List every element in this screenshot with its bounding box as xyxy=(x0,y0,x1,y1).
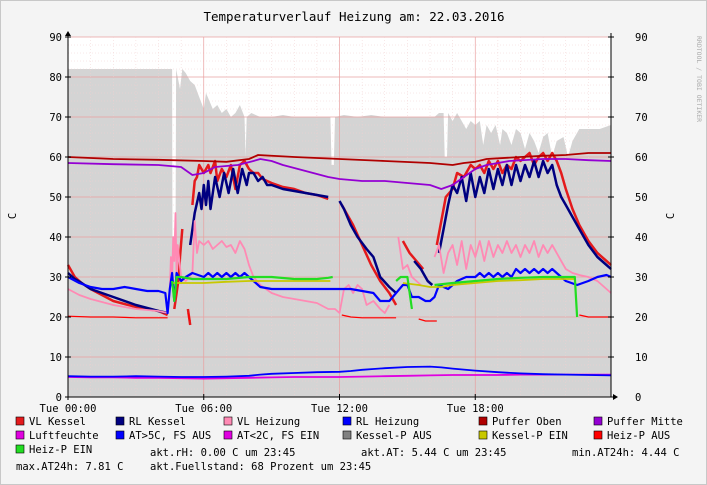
y-tick-label: 40 xyxy=(49,232,62,244)
y-axis-label-right: C xyxy=(665,213,677,219)
series-line-4 xyxy=(67,152,611,166)
legend-swatch xyxy=(223,430,233,440)
legend-label: AT>5C, FS AUS xyxy=(129,430,211,442)
stat-max-at: max.AT24h: 7.81 C xyxy=(16,461,123,473)
legend: VL Kessel RL Kessel VL Heizung RL Heizung Pu… xyxy=(15,416,683,456)
series-line-7 xyxy=(67,365,612,378)
axis-layer: 0 0 10 10 20 20 30 30 40 40 50 50 60 60 70 70 80 80 90 90 Tu… xyxy=(40,31,648,415)
stat-fuellstand: akt.Fuellstand: 68 Prozent um 23:45 xyxy=(150,461,371,473)
legend-label: RL Heizung xyxy=(356,416,419,428)
y-tick-label: 70 xyxy=(49,112,62,124)
legend-swatch xyxy=(593,430,603,440)
x-tick-label: Tue 12:00 xyxy=(311,403,368,415)
y-tick-label-right: 20 xyxy=(635,312,648,324)
legend-label: VL Heizung xyxy=(237,416,300,428)
series-line-2 xyxy=(67,212,612,314)
legend-label: Kessel-P AUS xyxy=(356,430,432,442)
y-axis-label: C xyxy=(7,213,19,219)
y-tick-label: 10 xyxy=(49,352,62,364)
y-tick-label-right: 90 xyxy=(635,32,648,44)
y-tick-label-right: 50 xyxy=(635,192,648,204)
legend-swatch xyxy=(342,430,352,440)
series-line-11 xyxy=(67,312,611,322)
legend-swatch xyxy=(115,430,125,440)
x-tick-label: Tue 00:00 xyxy=(40,403,97,415)
x-tick-label: Tue 06:00 xyxy=(175,403,232,415)
y-tick-label-right: 80 xyxy=(635,72,648,84)
legend-swatch xyxy=(478,416,488,426)
legend-label: Luftfeuchte xyxy=(29,430,99,442)
legend-label: VL Kessel xyxy=(29,416,86,428)
legend-swatch xyxy=(478,430,488,440)
legend-label: Heiz-P AUS xyxy=(607,430,670,442)
series-line-10 xyxy=(172,278,575,288)
legend-label: Puffer Mitte xyxy=(607,416,683,428)
y-tick-label: 90 xyxy=(49,32,62,44)
y-tick-label-right: 10 xyxy=(635,352,648,364)
series-line-6 xyxy=(67,373,611,380)
legend-label: Puffer Oben xyxy=(492,416,562,428)
y-tick-label: 80 xyxy=(49,72,62,84)
legend-swatch xyxy=(342,416,352,426)
legend-swatch xyxy=(593,416,603,426)
series-line-5 xyxy=(67,158,612,190)
y-tick-label-right: 30 xyxy=(635,272,648,284)
y-tick-label: 60 xyxy=(49,152,62,164)
legend-swatch xyxy=(15,430,25,440)
series-line-1 xyxy=(67,159,612,315)
legend-label: Heiz-P EIN xyxy=(29,444,92,456)
watermark: RRDTOOL / TOBI OETIKER xyxy=(695,36,703,122)
legend-swatch xyxy=(115,416,125,426)
y-tick-label: 20 xyxy=(49,312,62,324)
stat-akt-rh: akt.rH: 0.00 C um 23:45 xyxy=(150,447,295,459)
x-tick-label: Tue 18:00 xyxy=(447,403,504,415)
y-tick-label-right: 60 xyxy=(635,152,648,164)
x-axis-arrow xyxy=(613,394,618,400)
legend-label: RL Kessel xyxy=(129,416,186,428)
stat-min-at: min.AT24h: 4.44 C xyxy=(572,447,679,459)
y-tick-label-right: 70 xyxy=(635,112,648,124)
legend-label: Kessel-P EIN xyxy=(492,430,568,442)
y-tick-label: 30 xyxy=(49,272,62,284)
legend-swatch xyxy=(15,444,25,454)
stat-akt-at: akt.AT: 5.44 C um 23:45 xyxy=(361,447,506,459)
legend-label: AT<2C, FS EIN xyxy=(237,430,319,442)
y-tick-label-right: 40 xyxy=(635,232,648,244)
series-layer xyxy=(66,151,612,380)
legend-swatch xyxy=(15,416,25,426)
y-tick-label-right: 0 xyxy=(635,392,641,404)
chart-title: Temperaturverlauf Heizung am: 22.03.2016 xyxy=(203,9,504,24)
legend-swatch xyxy=(223,416,233,426)
y-tick-label: 0 xyxy=(56,392,62,404)
series-line-12 xyxy=(171,275,579,318)
y-tick-label: 50 xyxy=(49,192,62,204)
y-axis-arrow xyxy=(65,31,71,36)
